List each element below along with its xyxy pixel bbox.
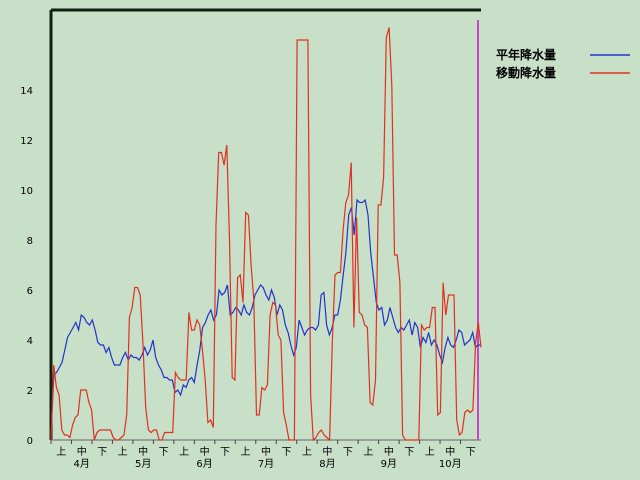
x-month-label: 6月 [196, 458, 212, 470]
x-period-label: 上 [363, 446, 373, 458]
x-period-label: 中 [322, 445, 332, 458]
series-layer [50, 27, 482, 442]
x-period-label: 上 [56, 446, 66, 458]
x-period-label: 中 [261, 445, 271, 458]
x-month-label: 9月 [381, 458, 397, 470]
x-period-label: 中 [77, 445, 87, 458]
x-month-label: 4月 [74, 458, 90, 470]
y-axis-ticks: 0 2 4 6 8 10 12 14 [20, 86, 33, 447]
x-month-label: 10月 [439, 458, 462, 470]
x-period-label: 下 [466, 447, 476, 458]
x-period-label: 下 [404, 447, 414, 458]
x-period-label: 上 [425, 446, 435, 458]
x-period-label: 上 [118, 446, 128, 458]
x-month-label: 7月 [258, 458, 274, 470]
y-tick-label: 2 [27, 386, 33, 397]
x-period-label: 中 [200, 445, 210, 458]
x-period-label: 下 [281, 447, 291, 458]
legend-label: 平年降水量 [496, 47, 556, 62]
x-period-label: 下 [220, 447, 230, 458]
series-line-heinen [50, 198, 481, 436]
x-period-label: 下 [159, 447, 169, 458]
y-tick-label: 6 [27, 286, 33, 297]
x-period-label: 上 [179, 446, 189, 458]
x-month-label: 8月 [319, 458, 335, 470]
x-axis-ticks: 上中下上中下上中下上中下上中下上中下上中下4月 5月 6月 7月 8月 9月 10月 [50, 440, 476, 470]
legend-label: 移動降水量 [496, 65, 556, 80]
y-tick-label: 4 [27, 336, 33, 347]
x-period-label: 下 [97, 447, 107, 458]
x-period-label: 中 [445, 445, 455, 458]
y-tick-label: 8 [27, 236, 33, 247]
y-tick-label: 14 [20, 86, 33, 97]
x-period-label: 中 [384, 445, 394, 458]
series-line-idou [50, 27, 482, 442]
y-tick-label: 0 [27, 436, 33, 447]
y-tick-label: 12 [20, 136, 33, 147]
x-period-label: 上 [241, 446, 251, 458]
chart-axes [49, 8, 481, 441]
x-period-label: 下 [343, 447, 353, 458]
x-month-label: 5月 [135, 458, 151, 470]
x-period-label: 中 [138, 445, 148, 458]
x-period-label: 上 [302, 446, 312, 458]
y-tick-label: 10 [20, 186, 33, 197]
